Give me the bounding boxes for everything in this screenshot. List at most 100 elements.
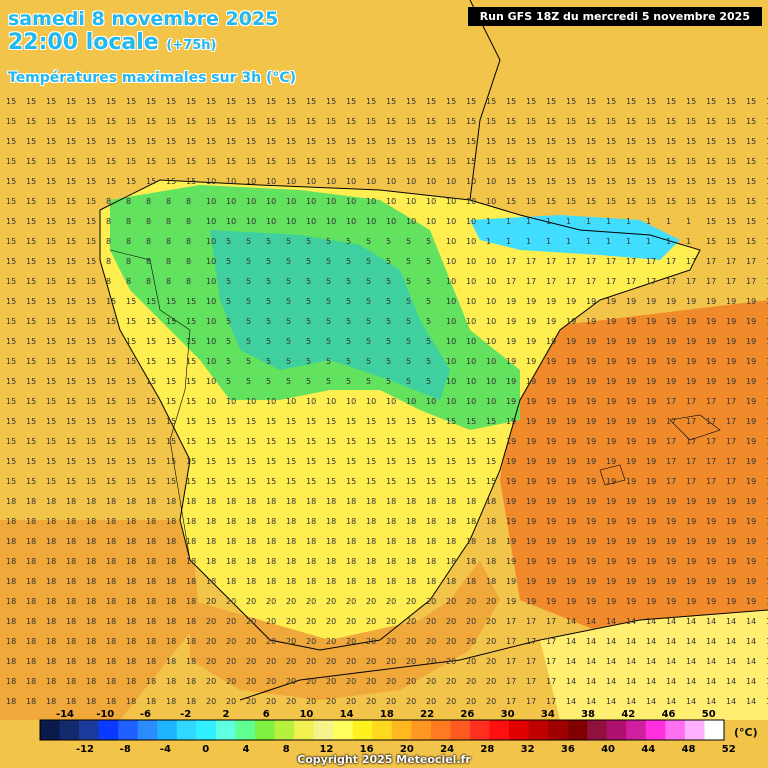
grid-value: 15: [306, 157, 316, 166]
grid-value: 1: [586, 237, 591, 246]
grid-value: 18: [126, 637, 136, 646]
grid-value: 15: [106, 337, 116, 346]
grid-value: 19: [706, 557, 716, 566]
grid-value: 14: [646, 697, 656, 706]
grid-value: 20: [386, 657, 396, 666]
grid-value: 15: [706, 157, 716, 166]
grid-value: 5: [406, 297, 411, 306]
grid-value: 8: [186, 277, 191, 286]
grid-value: 15: [466, 417, 476, 426]
grid-value: 15: [626, 157, 636, 166]
grid-value: 19: [706, 577, 716, 586]
grid-value: 19: [506, 477, 516, 486]
grid-value: 15: [6, 237, 16, 246]
grid-value: 5: [226, 277, 231, 286]
grid-value: 14: [586, 637, 596, 646]
grid-value: 15: [666, 197, 676, 206]
scale-label-bottom: 8: [283, 744, 290, 755]
grid-value: 20: [406, 597, 416, 606]
grid-value: 19: [606, 337, 616, 346]
grid-value: 10: [466, 317, 476, 326]
grid-value: 18: [26, 517, 36, 526]
grid-value: 19: [646, 317, 656, 326]
grid-value: 18: [146, 697, 156, 706]
grid-value: 5: [306, 277, 311, 286]
grid-value: 15: [446, 157, 456, 166]
grid-value: 15: [26, 477, 36, 486]
grid-value: 15: [206, 437, 216, 446]
grid-value: 17: [506, 677, 516, 686]
grid-value: 10: [446, 257, 456, 266]
grid-value: 18: [166, 617, 176, 626]
grid-value: 19: [606, 357, 616, 366]
grid-value: 15: [286, 417, 296, 426]
grid-value: 17: [566, 277, 576, 286]
grid-value: 15: [366, 457, 376, 466]
grid-value: 5: [426, 357, 431, 366]
grid-value: 20: [426, 597, 436, 606]
grid-value: 18: [6, 537, 16, 546]
grid-value: 19: [646, 437, 656, 446]
grid-value: 19: [766, 577, 768, 586]
grid-value: 15: [106, 437, 116, 446]
grid-value: 18: [146, 537, 156, 546]
grid-value: 1: [486, 217, 491, 226]
grid-value: 20: [206, 617, 216, 626]
grid-value: 19: [686, 517, 696, 526]
grid-value: 5: [426, 257, 431, 266]
grid-value: 19: [526, 557, 536, 566]
scale-label-bottom: 48: [682, 744, 696, 755]
grid-value: 20: [406, 677, 416, 686]
grid-value: 15: [26, 437, 36, 446]
grid-value: 20: [326, 637, 336, 646]
grid-value: 19: [626, 597, 636, 606]
grid-value: 17: [706, 397, 716, 406]
grid-value: 5: [326, 257, 331, 266]
grid-value: 18: [246, 517, 256, 526]
grid-value: 15: [146, 357, 156, 366]
grid-value: 18: [86, 597, 96, 606]
grid-value: 19: [746, 317, 756, 326]
grid-value: 15: [746, 217, 756, 226]
grid-value: 15: [206, 477, 216, 486]
grid-value: 5: [246, 257, 251, 266]
grid-value: 15: [46, 337, 56, 346]
grid-value: 18: [26, 537, 36, 546]
grid-value: 5: [246, 377, 251, 386]
grid-value: 15: [146, 457, 156, 466]
grid-value: 20: [406, 657, 416, 666]
grid-value: 20: [406, 637, 416, 646]
grid-value: 15: [366, 97, 376, 106]
grid-value: 17: [666, 397, 676, 406]
grid-value: 5: [326, 357, 331, 366]
grid-value: 15: [346, 117, 356, 126]
forecast-offset: (+75h): [166, 38, 217, 53]
grid-value: 19: [586, 457, 596, 466]
grid-value: 15: [646, 137, 656, 146]
grid-value: 15: [106, 357, 116, 366]
grid-value: 15: [46, 357, 56, 366]
grid-value: 1: [506, 237, 511, 246]
grid-value: 10: [386, 397, 396, 406]
grid-value: 15: [426, 477, 436, 486]
grid-value: 18: [306, 557, 316, 566]
southwest-warm-sea: [0, 520, 200, 720]
grid-value: 15: [6, 257, 16, 266]
grid-value: 15: [366, 117, 376, 126]
grid-value: 15: [766, 177, 768, 186]
grid-value: 15: [126, 157, 136, 166]
grid-value: 15: [226, 157, 236, 166]
grid-value: 15: [706, 117, 716, 126]
grid-value: 15: [266, 117, 276, 126]
grid-value: 17: [706, 257, 716, 266]
grid-value: 19: [766, 477, 768, 486]
grid-value: 17: [726, 277, 736, 286]
grid-value: 8: [146, 237, 151, 246]
grid-value: 10: [466, 177, 476, 186]
grid-value: 18: [366, 557, 376, 566]
grid-value: 18: [186, 577, 196, 586]
grid-value: 19: [586, 597, 596, 606]
grid-value: 20: [426, 637, 436, 646]
grid-value: 18: [106, 497, 116, 506]
grid-value: 15: [146, 417, 156, 426]
